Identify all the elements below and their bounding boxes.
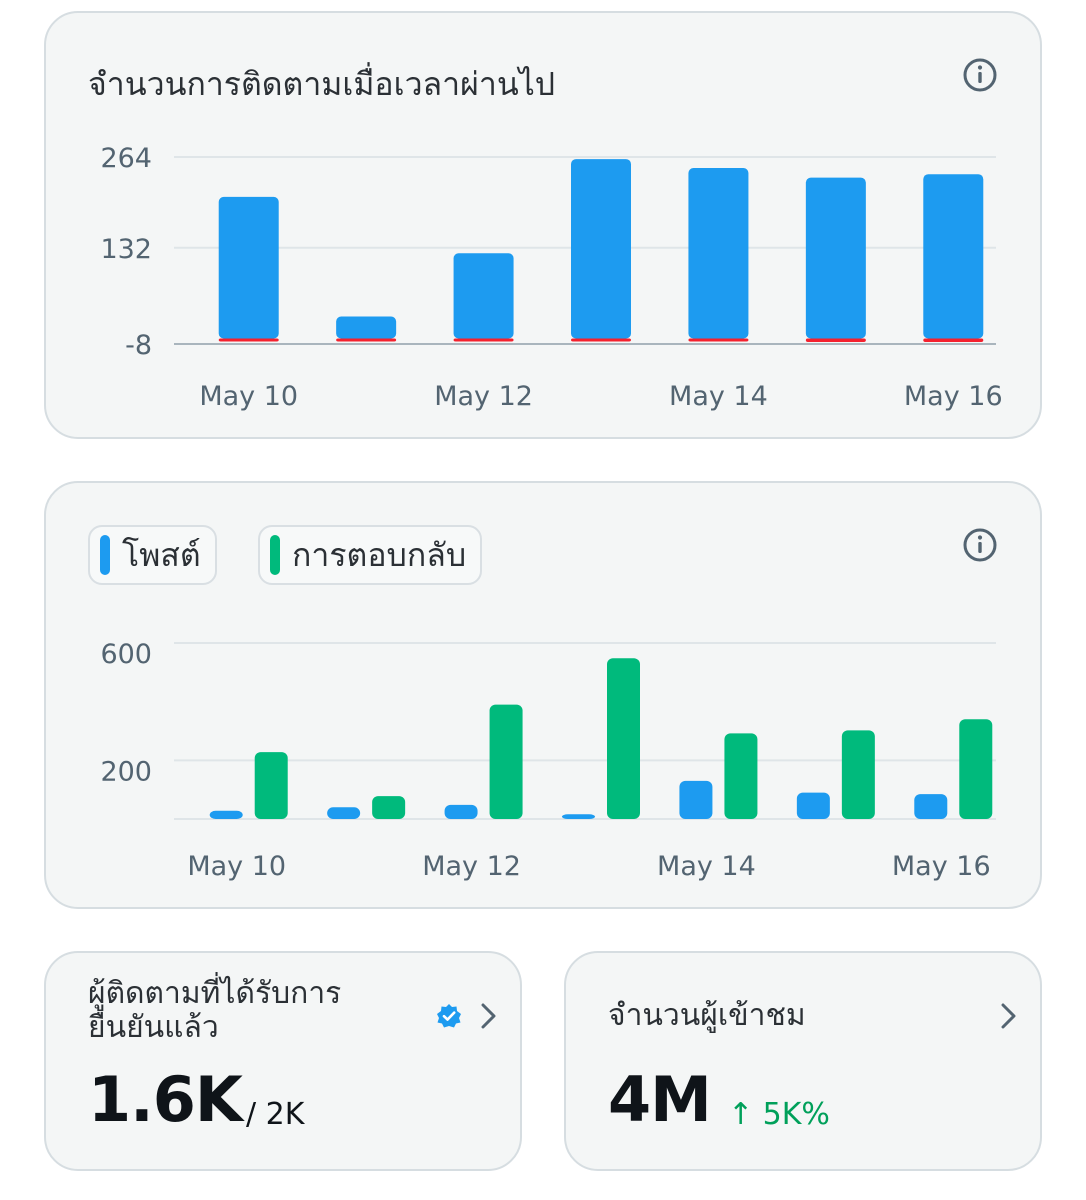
- legend-posts[interactable]: โพสต์: [88, 525, 217, 585]
- audience-card[interactable]: จำนวนผู้เข้าชม 4M ↑ 5K%: [564, 951, 1042, 1171]
- posts-bar: [914, 794, 948, 819]
- replies-bar: [959, 719, 993, 819]
- posts-bar: [327, 807, 361, 819]
- posts-bar: [562, 814, 595, 819]
- y-tick-label: 264: [100, 143, 152, 174]
- x-tick-label: May 14: [669, 381, 768, 412]
- y-tick-label: -8: [125, 330, 152, 361]
- posts-bar: [444, 804, 478, 819]
- x-tick-label: May 10: [187, 851, 286, 882]
- y-tick-label: 200: [100, 756, 152, 787]
- posts-bar: [796, 792, 830, 819]
- followers-bar-chart: 264 132 -8 May 10 May 12 May 14 May 16: [100, 143, 1003, 412]
- replies-bar: [254, 752, 288, 819]
- follows-bar: [453, 253, 514, 339]
- unfollows-bar: [923, 338, 984, 342]
- replies-bar: [841, 730, 875, 819]
- y-tick-label: 132: [100, 234, 152, 265]
- posts-bar: [209, 810, 243, 819]
- unfollows-bar: [453, 338, 514, 342]
- verified-followers-total: / 2K: [246, 1097, 305, 1132]
- unfollows-bar: [336, 338, 397, 342]
- y-tick-label: 600: [100, 639, 152, 670]
- replies-bar: [489, 704, 523, 819]
- verified-followers-value: 1.6K: [88, 1063, 243, 1136]
- followers-over-time-card: จำนวนการติดตามเมื่อเวลาผ่านไป 264 132 -8 Ma…: [44, 11, 1042, 439]
- info-icon[interactable]: [962, 527, 998, 563]
- unfollows-bar: [688, 338, 749, 342]
- posts-bar: [679, 780, 713, 819]
- posts-replies-bar-chart: 600 200 May 10 May 12 May 14 May 16: [100, 639, 996, 882]
- unfollows-bar: [218, 338, 279, 342]
- followers-chart-title: จำนวนการติดตามเมื่อเวลาผ่านไป: [88, 65, 556, 103]
- x-tick-label: May 12: [422, 851, 521, 882]
- legend-replies[interactable]: การตอบกลับ: [258, 525, 483, 585]
- chevron-right-icon[interactable]: [998, 1001, 1020, 1031]
- audience-value: 4M: [608, 1063, 712, 1136]
- replies-bar: [724, 733, 758, 819]
- replies-bar: [372, 796, 406, 819]
- info-icon[interactable]: [962, 57, 998, 93]
- chevron-right-icon[interactable]: [478, 1001, 500, 1031]
- x-tick-label: May 14: [657, 851, 756, 882]
- follows-bar: [923, 174, 984, 339]
- replies-bar: [607, 658, 640, 819]
- x-tick-label: May 10: [199, 381, 298, 412]
- follows-bar: [571, 159, 631, 339]
- x-tick-label: May 16: [904, 381, 1003, 412]
- audience-change: ↑ 5K%: [728, 1097, 830, 1132]
- verified-badge-icon: [437, 1004, 461, 1028]
- unfollows-bar: [805, 338, 866, 342]
- follows-bar: [218, 196, 279, 339]
- x-tick-label: May 16: [892, 851, 991, 882]
- audience-title: จำนวนผู้เข้าชม: [608, 998, 806, 1033]
- legend-posts-swatch: [100, 535, 110, 575]
- verified-followers-title: ผู้ติดตามที่ได้รับการยืนยันแล้ว: [88, 976, 342, 1045]
- legend-replies-label: การตอบกลับ: [292, 535, 467, 574]
- posts-replies-card: โพสต์ การตอบกลับ 600 200 May 10 May 12 May 1…: [44, 481, 1042, 909]
- follows-bar: [336, 316, 397, 339]
- legend-replies-swatch: [270, 535, 280, 575]
- x-tick-label: May 12: [434, 381, 533, 412]
- verified-followers-card[interactable]: ผู้ติดตามที่ได้รับการยืนยันแล้ว 1.6K / 2…: [44, 951, 522, 1171]
- follows-bar: [805, 177, 866, 339]
- follows-bar: [688, 168, 749, 339]
- legend-posts-label: โพสต์: [122, 535, 201, 574]
- unfollows-bar: [571, 338, 631, 342]
